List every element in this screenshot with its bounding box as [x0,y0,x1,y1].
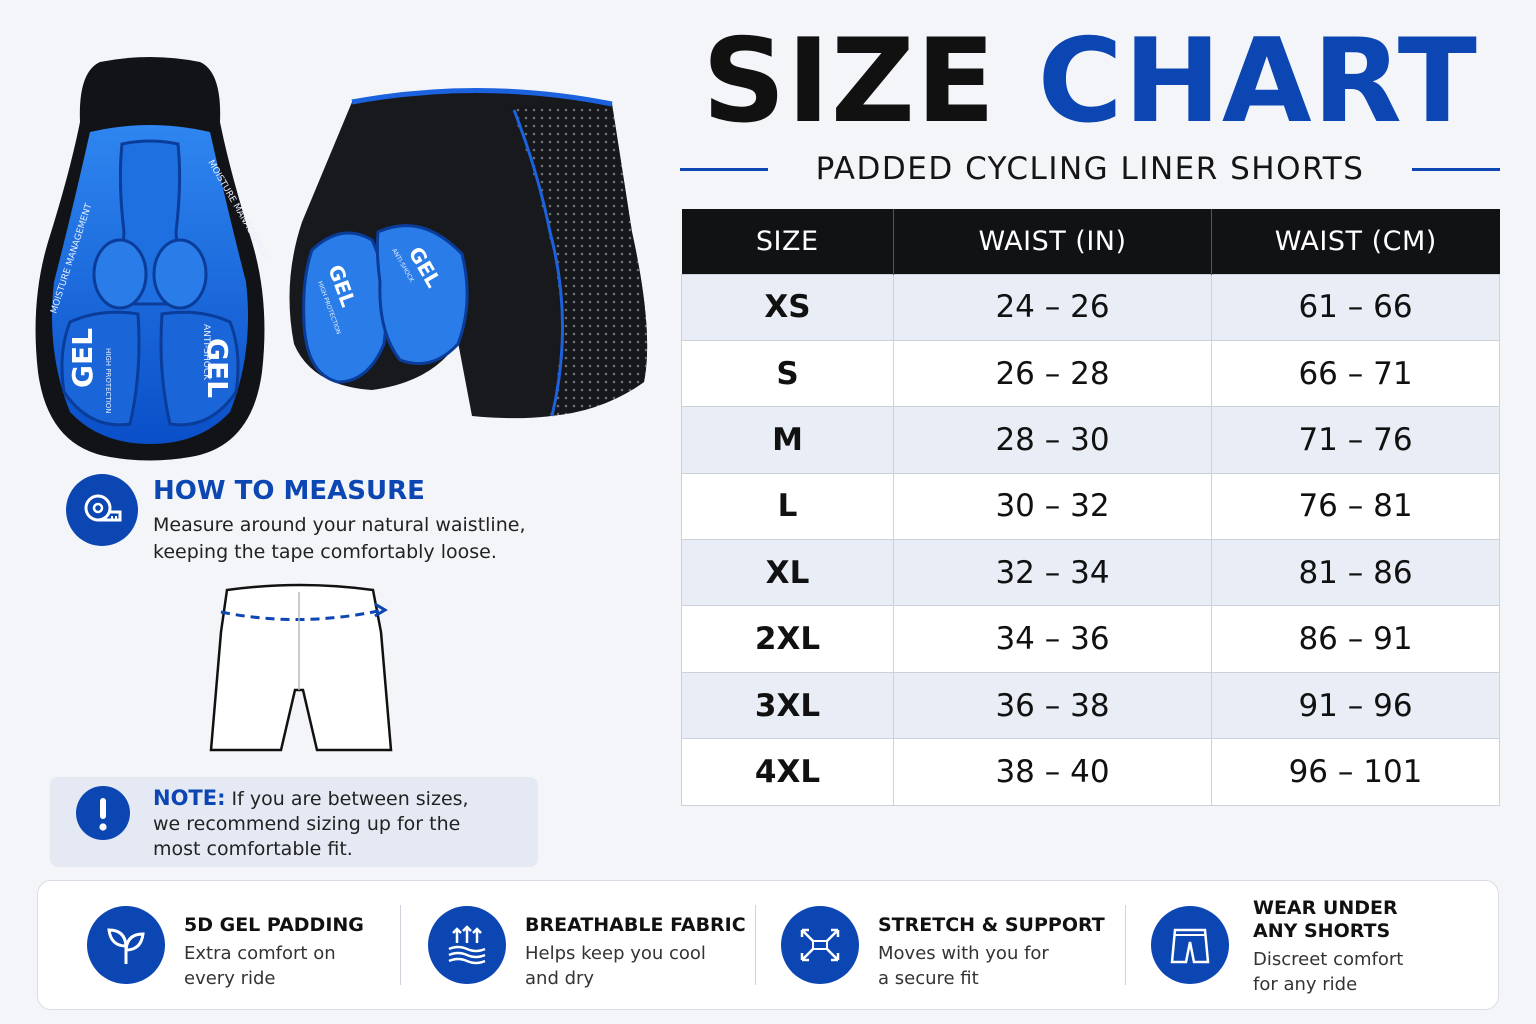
feature-gel-padding: 5D GEL PADDING Extra comfort on every ri… [184,914,364,991]
waist-cm-cell: 76 – 81 [1211,472,1500,541]
waist-in-cell: 26 – 28 [893,339,1212,408]
table-row: L 30 – 32 76 – 81 [681,472,1500,541]
features-strip: 5D GEL PADDING Extra comfort on every ri… [37,880,1499,1010]
how-to-measure-text: Measure around your natural waistline, k… [153,512,563,566]
size-cell: S [681,339,894,408]
header-size: SIZE [681,209,894,274]
waist-in-cell: 24 – 26 [893,273,1212,341]
svg-text:GEL: GEL [66,328,99,388]
feature-desc-line: a secure fit [878,968,979,989]
table-row: S 26 – 28 66 – 71 [681,339,1500,408]
size-cell: 3XL [681,671,894,740]
table-row: XL 32 – 34 81 – 86 [681,539,1500,607]
how-to-measure-line-2: keeping the tape comfortably loose. [153,541,497,563]
feature-desc-line: Discreet comfort [1253,949,1404,970]
note-lead: NOTE: [153,786,226,810]
waist-cm-cell: 96 – 101 [1211,738,1500,806]
feature-breathable-fabric: BREATHABLE FABRIC Helps keep you cool an… [525,914,746,991]
waist-in-cell: 34 – 36 [893,605,1212,673]
size-table: SIZE WAIST (IN) WAIST (CM) XS 24 – 26 61… [681,209,1500,806]
feature-desc-line: every ride [184,968,276,989]
pad-antishock-label: ANTI-SHOCK [201,324,211,381]
note-box [50,777,538,867]
pad-gel-label-right: GEL [201,338,234,398]
feature-wear-under: WEAR UNDER ANY SHORTS Discreet comfort f… [1253,897,1403,997]
cycling-shorts-image: GEL GEL HIGH PROTECTION ANTI-SHOCK [289,87,648,419]
title-chart-word: CHART [1037,14,1478,149]
page-title: SIZE CHART [680,18,1500,146]
subtitle-row: PADDED CYCLING LINER SHORTS [680,146,1500,192]
waist-in-cell: 38 – 40 [893,738,1212,806]
table-row: 3XL 36 – 38 91 – 96 [681,671,1500,740]
size-cell: 2XL [681,605,894,673]
title-size-word: SIZE [702,14,997,149]
leaf-sprout-icon [87,906,165,984]
feature-divider [1125,905,1126,985]
size-cell: 4XL [681,738,894,806]
feature-title: WEAR UNDER [1253,897,1398,919]
waist-cm-cell: 86 – 91 [1211,605,1500,673]
subtitle-rule-right [1412,167,1500,171]
feature-stretch-support: STRETCH & SUPPORT Moves with you for a s… [878,914,1105,991]
how-to-measure-title: HOW TO MEASURE [153,476,425,506]
feature-desc-line: and dry [525,968,595,989]
waist-cm-cell: 61 – 66 [1211,273,1500,341]
how-to-measure-line-1: Measure around your natural waistline, [153,514,526,536]
waist-in-cell: 30 – 32 [893,472,1212,541]
table-row: 2XL 34 – 36 86 – 91 [681,605,1500,673]
feature-title: 5D GEL PADDING [184,914,364,936]
waist-in-cell: 32 – 34 [893,539,1212,607]
exclamation-icon [76,786,130,840]
gel-pad-image: GEL GEL MOISTURE MANAGEMENT MOISTURE MAN… [35,57,270,461]
waist-cm-cell: 66 – 71 [1211,339,1500,408]
size-cell: M [681,406,894,474]
size-cell: XS [681,273,894,341]
size-cell: L [681,472,894,541]
pad-protection-label: HIGH PROTECTION [104,348,112,414]
feature-title: ANY SHORTS [1253,920,1391,942]
svg-text:GEL: GEL [201,338,234,398]
note-text: NOTE: If you are between sizes, we recom… [153,786,513,862]
tape-measure-icon [66,474,138,546]
waist-cm-cell: 81 – 86 [1211,539,1500,607]
subtitle-rule-left [680,167,768,171]
waist-in-cell: 36 – 38 [893,671,1212,740]
feature-desc-line: Extra comfort on [184,943,336,964]
table-row: M 28 – 30 71 – 76 [681,406,1500,474]
table-row: 4XL 38 – 40 96 – 101 [681,738,1500,806]
header-waist-in: WAIST (IN) [893,209,1212,274]
svg-text:ANTI-SHOCK: ANTI-SHOCK [201,324,211,381]
note-line-2: we recommend sizing up for the [153,813,461,835]
header-waist-cm: WAIST (CM) [1211,209,1500,274]
pad-gel-label-left: GEL [66,328,99,388]
table-header-row: SIZE WAIST (IN) WAIST (CM) [681,209,1500,274]
waist-in-cell: 28 – 30 [893,406,1212,474]
svg-text:HIGH PROTECTION: HIGH PROTECTION [104,348,112,414]
stretch-arrows-icon [781,906,859,984]
page-subtitle: PADDED CYCLING LINER SHORTS [815,151,1365,187]
feature-desc-line: for any ride [1253,974,1358,995]
feature-divider [400,905,401,985]
note-line-3: most comfortable fit. [153,838,353,860]
feature-desc-line: Moves with you for [878,943,1049,964]
breathable-fabric-icon [428,906,506,984]
note-line-1: If you are between sizes, [225,788,469,810]
feature-title: STRETCH & SUPPORT [878,914,1105,936]
feature-desc-line: Helps keep you cool [525,943,706,964]
table-row: XS 24 – 26 61 – 66 [681,273,1500,341]
feature-title: BREATHABLE FABRIC [525,914,746,936]
waist-cm-cell: 71 – 76 [1211,406,1500,474]
size-cell: XL [681,539,894,607]
waist-cm-cell: 91 – 96 [1211,671,1500,740]
feature-divider [755,905,756,985]
shorts-icon [1151,906,1229,984]
waist-measure-diagram [209,583,393,752]
